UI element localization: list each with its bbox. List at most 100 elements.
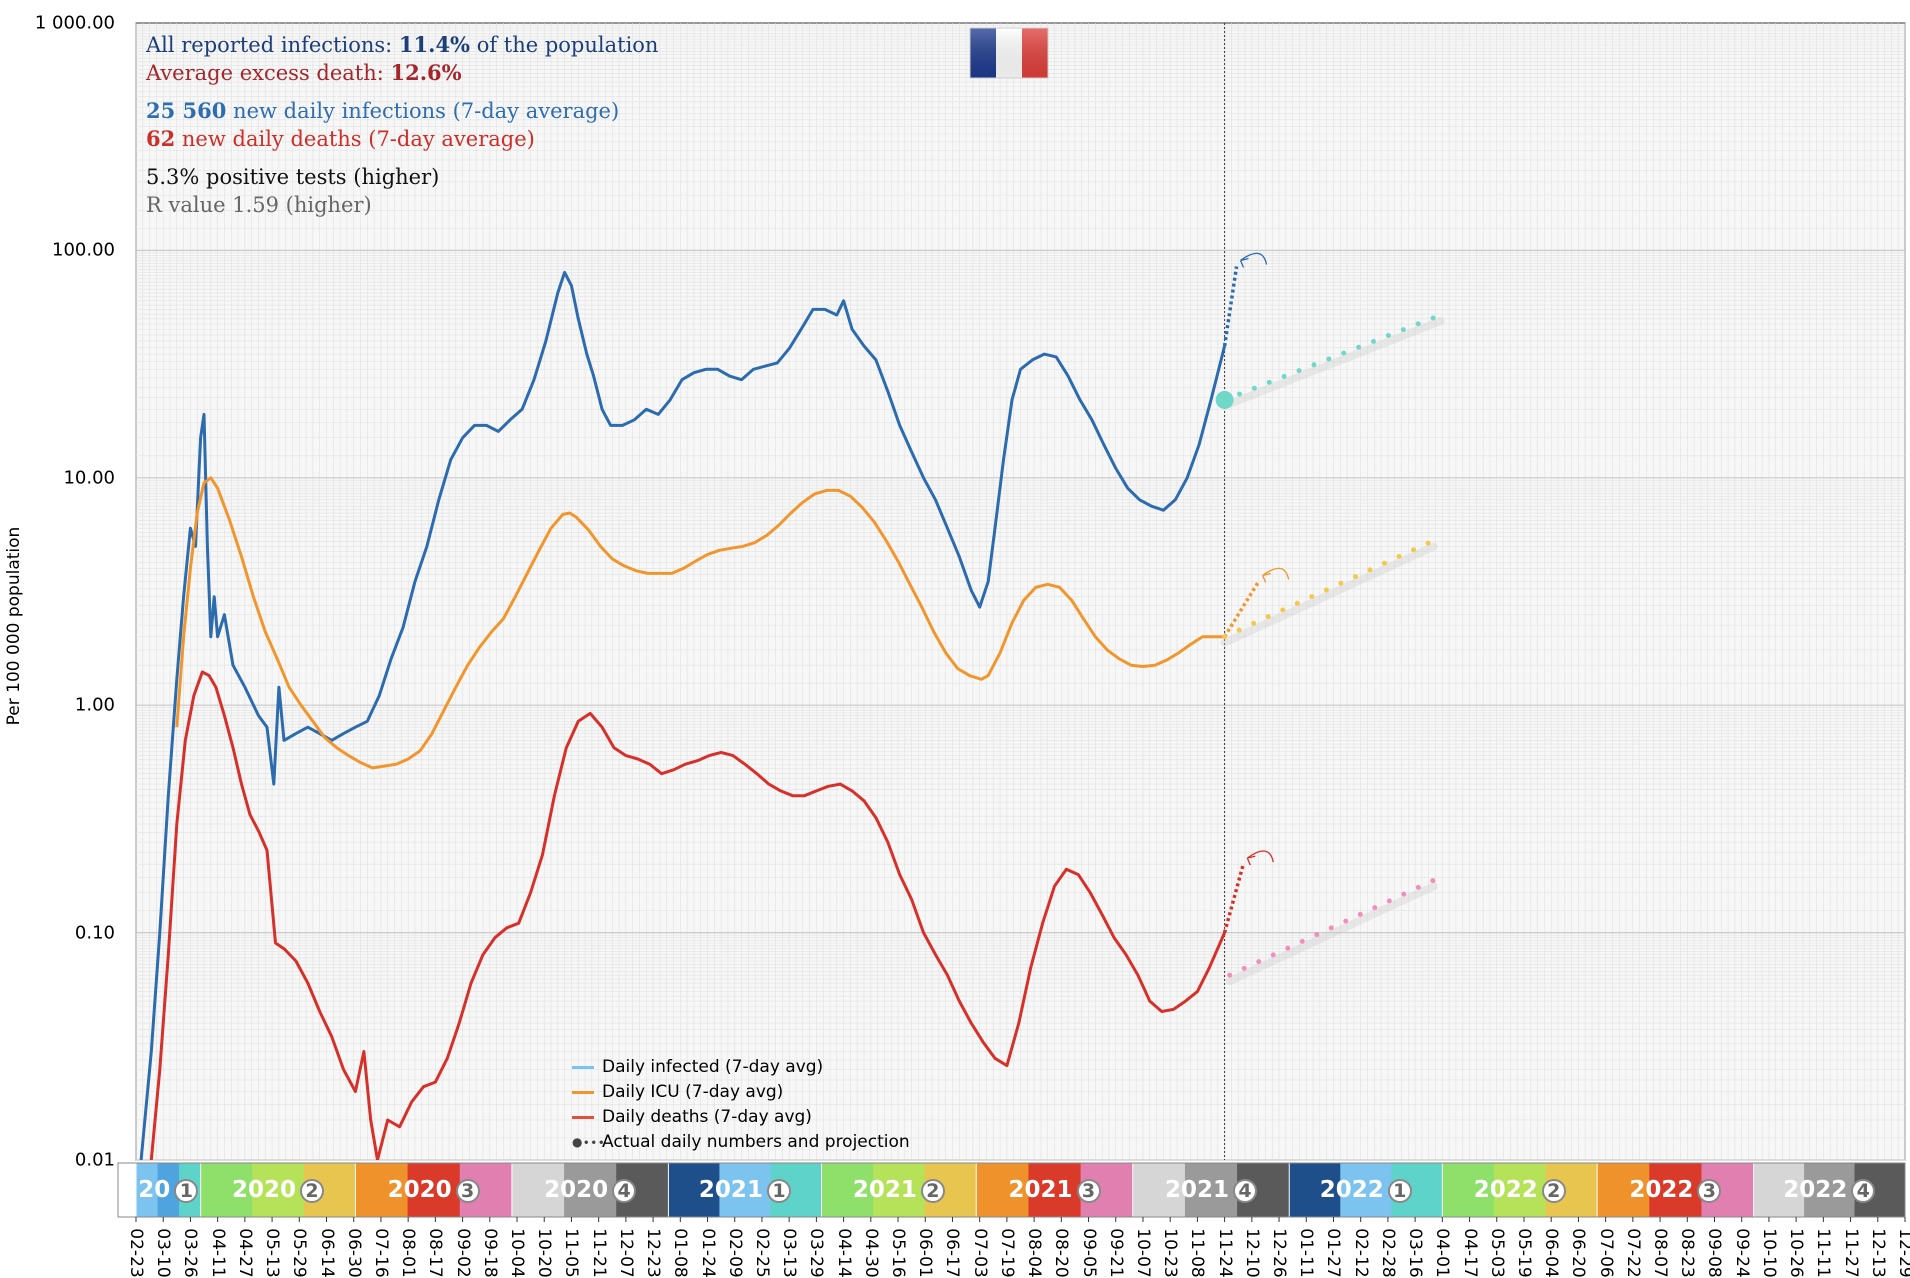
- quarter-number-badge: 2: [1541, 1178, 1566, 1203]
- quarter-band-segment: [252, 1163, 305, 1217]
- icu-projection: [1223, 580, 1261, 638]
- quarter-band-segment: [1804, 1163, 1856, 1217]
- quarter-band-segment: [719, 1163, 771, 1217]
- x-tick-label: 10-07: [1132, 1228, 1153, 1278]
- info-excess-value: 12.6%: [390, 60, 462, 85]
- deaths-trend: [1227, 877, 1437, 978]
- y-tick-label: 10.00: [63, 467, 115, 489]
- quarter-year: 2022: [1783, 1177, 1848, 1203]
- info-new-deaths-value: 62: [146, 126, 176, 151]
- quarter-band-segment: [511, 1163, 565, 1217]
- x-tick-label: 04-11: [207, 1228, 228, 1278]
- quarter-band-segment: [407, 1163, 461, 1217]
- quarter-number-badge: 1: [174, 1178, 199, 1203]
- legend-swatch-infected: [572, 1066, 594, 1069]
- grid-lines: [135, 23, 1906, 1161]
- quarter-label: 2020 3: [388, 1177, 480, 1203]
- info-new-deaths-suffix: new daily deaths (7-day average): [175, 127, 535, 151]
- x-tick-label: 12-26: [1269, 1228, 1290, 1278]
- info-new-deaths: 62 new daily deaths (7-day average): [146, 125, 535, 153]
- chart-legend: Daily infected (7-day avg) Daily ICU (7-…: [572, 1055, 910, 1155]
- x-tick-label: 03-10: [153, 1228, 174, 1278]
- x-tick-label: 02-09: [724, 1228, 745, 1278]
- series-line-infected: [139, 270, 1227, 1160]
- x-tick-label: 03-16: [1405, 1228, 1426, 1278]
- y-axis-label: Per 100 000 population: [4, 526, 24, 726]
- x-tick-label: 06-17: [942, 1228, 963, 1278]
- quarter-band-segment: [1028, 1163, 1082, 1217]
- quarter-number-badge: 2: [300, 1178, 325, 1203]
- x-tick-label: 08-07: [1650, 1228, 1671, 1278]
- quarter-band-segment: [1649, 1163, 1702, 1217]
- quarter-band-segment: [157, 1163, 180, 1217]
- legend-label-deaths: Daily deaths (7-day avg): [602, 1107, 812, 1127]
- info-excess-prefix: Average excess death:: [146, 61, 391, 85]
- legend-label-icu: Daily ICU (7-day avg): [602, 1082, 784, 1102]
- quarter-label: 2022 2: [1474, 1177, 1566, 1203]
- quarter-band-segment: [136, 1163, 159, 1217]
- x-tick-label: 01-27: [1323, 1228, 1344, 1278]
- quarter-year: 2022: [1629, 1177, 1694, 1203]
- y-tick-label: 0.10: [74, 922, 115, 944]
- deaths-projection-arrowhead: [1246, 855, 1256, 866]
- legend-item-infected: Daily infected (7-day avg): [572, 1055, 910, 1080]
- deaths-projection-arrow: [1246, 850, 1274, 863]
- quarter-band-segment: [1597, 1163, 1650, 1217]
- quarter-year: 20: [138, 1177, 171, 1203]
- quarter-label: 2022 1: [1320, 1177, 1412, 1203]
- quarter-label: 20 1: [138, 1177, 199, 1203]
- quarter-number-badge: 3: [1697, 1178, 1722, 1203]
- series-line-deaths: [149, 670, 1226, 1160]
- x-tick-label: 01-11: [1296, 1228, 1317, 1278]
- x-tick-label: 06-30: [343, 1228, 364, 1278]
- series-group: [139, 252, 1445, 1160]
- x-tick-label: 10-20: [534, 1228, 555, 1278]
- x-tick-label: 08-23: [1677, 1228, 1698, 1278]
- info-r-value: R value 1.59 (higher): [146, 193, 372, 217]
- quarter-band-segment: [200, 1163, 253, 1217]
- x-tick-label: 04-27: [234, 1228, 255, 1278]
- infected-projection: [1222, 266, 1239, 347]
- x-tick-label: 12-10: [1241, 1228, 1262, 1278]
- x-tick-label: 03-13: [779, 1228, 800, 1278]
- x-tick-label: 02-23: [126, 1228, 146, 1278]
- x-tick-label: 04-14: [833, 1228, 854, 1278]
- legend-swatch-icu: [572, 1091, 594, 1094]
- quarter-year: 2022: [1473, 1177, 1538, 1203]
- x-tick-label: 11-24: [1214, 1228, 1235, 1278]
- quarter-year: 2021: [852, 1177, 917, 1203]
- icu-projection-arrowhead: [1262, 572, 1271, 583]
- quarter-number-badge: 1: [1387, 1178, 1412, 1203]
- infected-trend-shadow: [1220, 316, 1445, 410]
- quarter-label: 2021 1: [699, 1177, 791, 1203]
- x-tick-label: 07-06: [1595, 1228, 1616, 1278]
- x-tick-label: 12-13: [1867, 1228, 1888, 1278]
- x-tick-label: 07-22: [1622, 1228, 1643, 1278]
- x-tick-label: 06-04: [1541, 1228, 1562, 1278]
- quarter-band-segment: [355, 1163, 409, 1217]
- x-tick-label: 09-08: [1704, 1228, 1725, 1278]
- x-tick-label: 04-30: [860, 1228, 881, 1278]
- quarter-number-badge: 4: [1851, 1178, 1876, 1203]
- quarter-number-badge: 3: [1076, 1178, 1101, 1203]
- quarter-number-badge: 4: [612, 1178, 637, 1203]
- x-tick-label: 01-24: [697, 1228, 718, 1278]
- quarter-band-segment: [1493, 1163, 1547, 1217]
- legend-item-icu: Daily ICU (7-day avg): [572, 1080, 910, 1105]
- quarter-band-segment: [1340, 1163, 1392, 1217]
- series-line-icu: [175, 476, 1225, 770]
- info-new-infections: 25 560 new daily infections (7-day avera…: [146, 97, 619, 125]
- quarter-number-badge: 1: [766, 1178, 791, 1203]
- quarter-label: 2021 2: [853, 1177, 945, 1203]
- infected-projection-arrow: [1240, 252, 1268, 265]
- x-tick-label: 10-26: [1786, 1228, 1807, 1278]
- x-tick-label: 02-12: [1350, 1228, 1371, 1278]
- x-tick-label: 08-04: [1024, 1228, 1045, 1278]
- quarter-band: [135, 1163, 1906, 1217]
- x-tick-label: 11-27: [1840, 1228, 1861, 1278]
- quarter-label: 2020 4: [544, 1177, 637, 1203]
- x-tick-label: 02-25: [751, 1228, 772, 1278]
- legend-item-deaths: Daily deaths (7-day avg): [572, 1105, 910, 1130]
- quarter-year: 2022: [1319, 1177, 1384, 1203]
